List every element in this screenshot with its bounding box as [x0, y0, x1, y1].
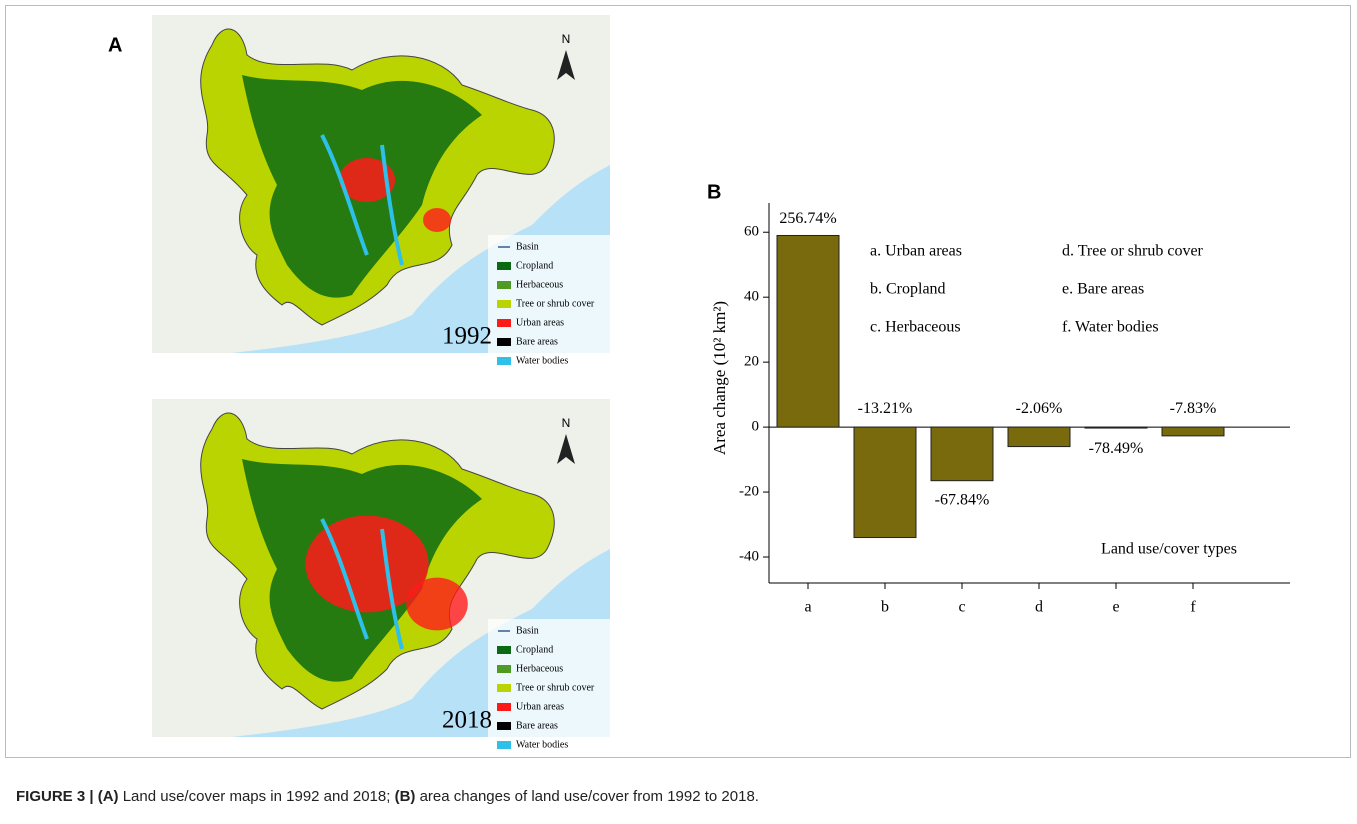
legend-swatch: [497, 338, 511, 346]
percent-label: -13.21%: [858, 400, 913, 417]
percent-label: -2.06%: [1016, 400, 1063, 417]
y-tick-label: 60: [744, 224, 759, 240]
category-key: b. Cropland: [870, 281, 946, 298]
caption-text: area changes of land use/cover from 1992…: [415, 788, 759, 805]
legend-label: Water bodies: [516, 355, 568, 366]
map-urban: [423, 208, 451, 232]
legend-swatch: [497, 357, 511, 365]
panel-label: B: [707, 181, 721, 203]
y-tick-label: -20: [739, 483, 759, 499]
north-label: N: [562, 416, 571, 430]
category-key: c. Herbaceous: [870, 319, 961, 336]
legend-swatch: [497, 741, 511, 749]
category-key: f. Water bodies: [1062, 319, 1159, 336]
category-key: e. Bare areas: [1062, 281, 1144, 298]
bar: [931, 427, 993, 481]
legend-swatch: [497, 262, 511, 270]
x-axis-label: Land use/cover types: [1101, 541, 1237, 558]
x-tick-label: b: [881, 599, 889, 616]
map-year: 1992: [442, 323, 492, 350]
legend-label: Basin: [516, 241, 539, 252]
legend-label: Water bodies: [516, 739, 568, 750]
x-tick-label: c: [958, 599, 965, 616]
legend-label: Urban areas: [516, 317, 564, 328]
x-tick-label: e: [1112, 599, 1119, 616]
caption-text: FIGURE 3 | (A): [16, 788, 119, 805]
map-legend-box: [488, 619, 610, 737]
legend-swatch: [497, 722, 511, 730]
bar: [1008, 427, 1070, 446]
legend-swatch: [497, 703, 511, 711]
x-tick-label: a: [804, 599, 811, 616]
figure: A B Basin Cropland Herbaceous Tree or shrub…: [0, 0, 1357, 824]
legend-label: Urban areas: [516, 701, 564, 712]
legend-label: Basin: [516, 625, 539, 636]
percent-label: 256.74%: [779, 210, 836, 227]
bar: [1162, 427, 1224, 436]
category-key: a. Urban areas: [870, 243, 962, 260]
caption-text: (B): [395, 788, 416, 805]
x-tick-label: f: [1190, 599, 1196, 616]
percent-label: -78.49%: [1089, 440, 1144, 457]
y-axis-label: Area change (10² km²): [710, 301, 729, 455]
bar: [1085, 427, 1147, 428]
legend-swatch: [497, 665, 511, 673]
north-label: N: [562, 32, 571, 46]
legend-label: Cropland: [516, 644, 553, 655]
map: Basin Cropland Herbaceous Tree or shrub cov…: [152, 399, 610, 750]
legend-label: Herbaceous: [516, 279, 563, 290]
map-urban: [406, 578, 468, 631]
category-key: d. Tree or shrub cover: [1062, 243, 1204, 260]
panel-label: A: [108, 34, 122, 56]
legend-label: Cropland: [516, 260, 553, 271]
caption-text: Land use/cover maps in 1992 and 2018;: [119, 788, 395, 805]
percent-label: -67.84%: [935, 491, 990, 508]
map: Basin Cropland Herbaceous Tree or shrub cov…: [152, 15, 610, 366]
legend-label: Bare areas: [516, 720, 558, 731]
legend-label: Bare areas: [516, 336, 558, 347]
y-tick-label: 40: [744, 289, 759, 305]
legend-swatch: [497, 646, 511, 654]
legend-swatch: [497, 319, 511, 327]
map-year: 2018: [442, 707, 492, 734]
legend-label: Tree or shrub cover: [516, 682, 595, 693]
bar: [777, 235, 839, 427]
legend-swatch: [497, 684, 511, 692]
percent-label: -7.83%: [1170, 400, 1217, 417]
map-legend-box: [488, 235, 610, 353]
legend-swatch: [497, 281, 511, 289]
y-tick-label: -40: [739, 548, 759, 564]
legend-label: Herbaceous: [516, 663, 563, 674]
bar: [854, 427, 916, 537]
caption: FIGURE 3 | (A) Land use/cover maps in 19…: [16, 788, 759, 805]
x-tick-label: d: [1035, 599, 1043, 616]
y-tick-label: 0: [752, 419, 760, 435]
figure-canvas: A B Basin Cropland Herbaceous Tree or shrub…: [0, 0, 1357, 770]
y-tick-label: 20: [744, 354, 759, 370]
legend-swatch: [497, 300, 511, 308]
legend-label: Tree or shrub cover: [516, 298, 595, 309]
